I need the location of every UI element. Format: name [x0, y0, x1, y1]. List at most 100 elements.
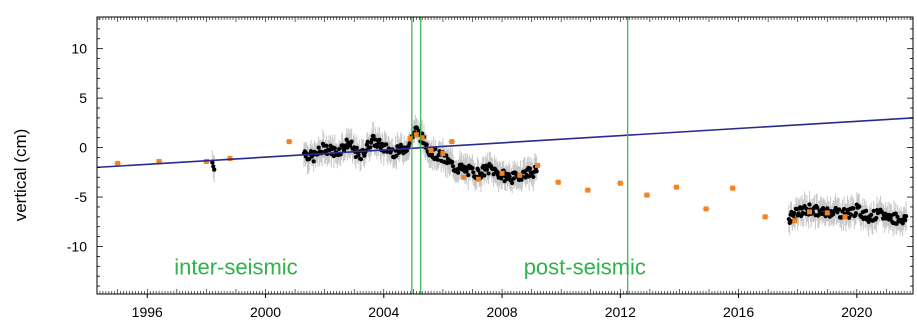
gps-point	[853, 211, 859, 216]
gps-point	[807, 202, 812, 207]
campaign-point	[824, 210, 830, 216]
campaign-point	[730, 185, 736, 191]
annotations: inter-seismic post-seismic	[174, 254, 646, 279]
gps-point	[316, 145, 321, 150]
gps-point	[527, 166, 533, 171]
gps-point	[869, 212, 874, 218]
gps-point	[466, 173, 471, 178]
gps-point	[435, 157, 440, 162]
x-tick-label: 2008	[486, 304, 517, 320]
y-tick-label: 5	[79, 90, 87, 106]
gps-point	[471, 170, 476, 175]
gps-point	[894, 221, 899, 226]
phase-annotation: inter-seismic	[174, 254, 297, 279]
x-tick-label: 2004	[368, 304, 399, 320]
gps-point	[307, 156, 312, 161]
gps-point	[848, 212, 854, 217]
gps-point	[888, 216, 893, 222]
gps-point	[482, 173, 487, 178]
gps-point	[331, 153, 337, 159]
y-tick-label: 0	[79, 140, 87, 156]
gps-point	[374, 144, 380, 149]
gps-point	[798, 213, 804, 219]
gps-point	[376, 141, 381, 146]
gps-point	[354, 145, 359, 151]
gps-point	[831, 212, 836, 217]
gps-point	[816, 212, 821, 217]
gps-point	[311, 159, 316, 164]
gps-point	[456, 170, 461, 175]
phase-annotation: post-seismic	[524, 254, 646, 279]
gps-point	[349, 139, 354, 144]
trend-line	[96, 117, 914, 169]
gps-point	[450, 164, 456, 169]
gps-point	[407, 141, 412, 146]
gps-point	[424, 142, 429, 147]
y-axis-label-group: vertical (cm)	[11, 129, 30, 222]
gps-point	[394, 153, 399, 158]
x-tick-label: 2012	[605, 304, 636, 320]
campaign-point	[428, 148, 434, 154]
campaign-point	[517, 172, 523, 178]
campaign-point	[617, 180, 623, 186]
gps-point	[332, 146, 337, 151]
campaign-point	[555, 179, 561, 185]
campaign-point	[535, 162, 541, 168]
gps-point	[404, 148, 410, 153]
gps-point	[470, 165, 475, 171]
gps-point	[900, 221, 905, 226]
campaign-point	[227, 155, 233, 161]
gps-point	[507, 174, 512, 179]
campaign-point	[156, 158, 162, 164]
axis-ticks: 1996 2000 2004 2008 2012 2016 2020 10 5 0 -5 -10	[67, 17, 914, 320]
gps-point	[433, 146, 438, 151]
gps-point	[464, 169, 469, 174]
campaign-point	[842, 214, 848, 220]
x-tick-label: 2016	[723, 304, 754, 320]
gps-point	[371, 133, 376, 139]
campaign-point	[449, 139, 455, 145]
gps-point	[857, 204, 862, 209]
gps-point	[356, 152, 361, 158]
gps-point	[308, 149, 314, 154]
gps-point	[511, 176, 516, 181]
event-lines	[411, 17, 629, 294]
plot-frame	[96, 16, 914, 295]
gps-point	[526, 174, 532, 179]
gps-point	[842, 206, 847, 212]
campaign-point	[286, 139, 292, 145]
gps-point	[377, 137, 382, 142]
gps-point	[212, 167, 217, 172]
x-tick-label: 1996	[132, 304, 163, 320]
y-tick-label: -5	[75, 189, 88, 205]
campaign-point	[419, 135, 425, 141]
gps-point	[792, 211, 797, 216]
gps-point	[494, 169, 500, 174]
gps-point	[395, 144, 400, 149]
campaign-point	[499, 170, 505, 176]
campaign-point	[461, 174, 467, 180]
gps-point	[365, 139, 370, 144]
x-tick-label: 2000	[250, 304, 281, 320]
campaign-point	[115, 160, 121, 166]
campaign-point	[807, 209, 813, 215]
gps-point	[796, 211, 801, 216]
gps-point	[534, 169, 539, 174]
gps-point	[476, 168, 481, 173]
campaign-point	[407, 136, 413, 142]
gps-point	[486, 171, 491, 176]
gps-point	[864, 208, 869, 213]
gps-point	[893, 211, 898, 216]
gps-point	[369, 137, 375, 142]
gps-point	[904, 214, 909, 219]
gps-point	[847, 215, 852, 220]
gps-point	[450, 160, 455, 165]
y-axis-label: vertical (cm)	[11, 129, 30, 222]
gps-point	[210, 160, 215, 165]
y-tick-label: 10	[71, 41, 87, 57]
campaign-point	[413, 132, 419, 138]
gps-point	[531, 174, 536, 180]
gps-point	[368, 145, 373, 150]
campaign-point	[644, 192, 650, 198]
